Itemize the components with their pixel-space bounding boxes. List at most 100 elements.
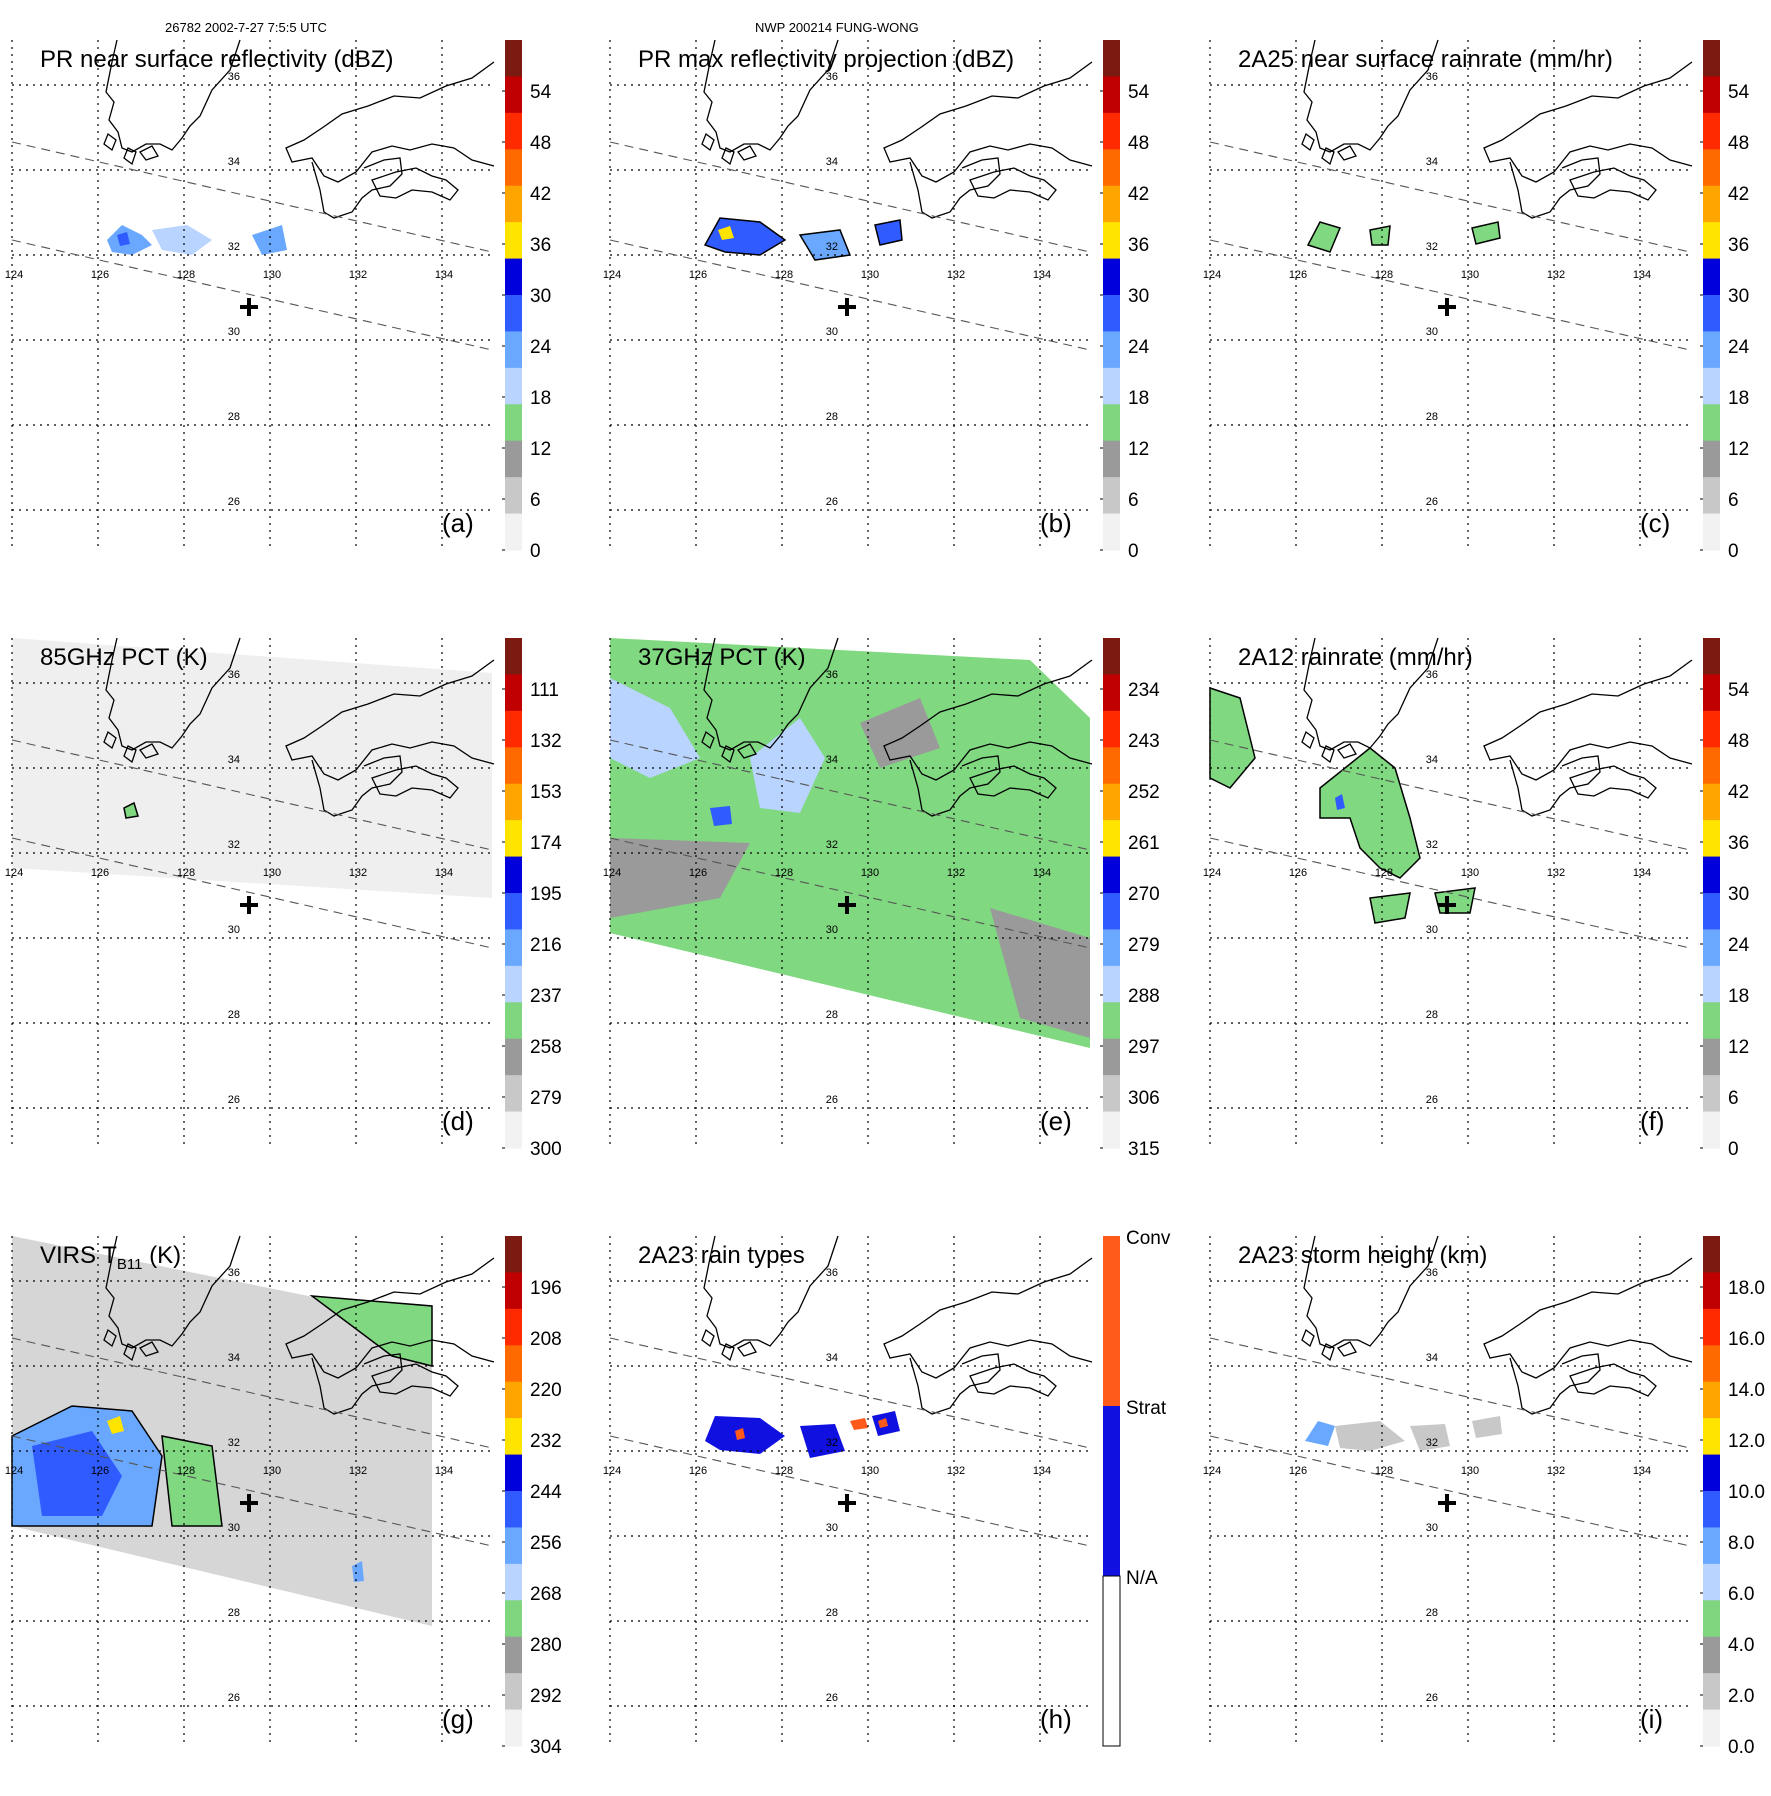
colorbar-step [1703,185,1720,223]
colorbar-step [1703,1002,1720,1040]
colorbar-step [505,1673,522,1711]
colorbar-step [1703,1111,1720,1149]
colorbar-step [505,674,522,712]
swath-edge-south [11,1435,493,1547]
colorbar-step [1703,440,1720,478]
colorbar-step [1703,1673,1720,1711]
island [701,132,715,152]
colorbar-label: 6 [1128,490,1139,511]
colorbar-step [505,404,522,442]
colorbar-step [1703,893,1720,930]
panel-title: 85GHz PCT (K) [40,644,208,672]
rain-area [1369,892,1411,924]
rain-area [1434,887,1476,914]
storm-center-cross-icon [240,1494,258,1512]
colorbar-step [505,820,522,858]
rain-area [878,1418,888,1428]
panel-i: 124 126 128 130 132 134 36 34 32 30 28 26 18.0 16.0 14… [1203,1235,1770,1796]
rain-area [1319,747,1421,879]
panel-title: 2A12 rainrate (mm/hr) [1238,644,1473,672]
kyushu-coast [909,755,1001,817]
colorbar-label: 292 [530,1686,562,1707]
lat-label: 32 [228,1437,240,1449]
colorbar-step [1703,1381,1720,1419]
rain-area [1209,686,1256,789]
colorbar-label: 16.0 [1728,1329,1765,1350]
colorbar-step [1703,1345,1720,1383]
island [1321,745,1335,764]
lat-label: 26 [1426,1692,1438,1704]
colorbar-step [505,1527,522,1565]
panel-letter: (i) [1640,1704,1664,1734]
kyushu-coast [1509,157,1601,219]
panel-a: 124 126 128 130 132 134 36 34 32 30 28 26 54 48 42 36 30… [5,39,572,600]
colorbar-label: 220 [530,1380,562,1401]
colorbar-step [505,295,522,332]
lat-label: 34 [1426,156,1438,168]
colorbar-label: 54 [1128,82,1150,103]
map-b: 124 126 128 130 132 1343634323028265448423630… [603,39,1150,562]
colorbar-step [505,1345,522,1383]
lat-label: 30 [1426,1522,1438,1534]
rain-area [1472,1416,1502,1438]
swath-edge-south [1209,239,1691,351]
lon-label: 134 [1033,867,1051,879]
lat-label: 36 [228,669,240,681]
colorbar-label: 244 [530,1482,562,1503]
colorbar-label: 153 [530,782,562,803]
coastline [103,637,495,817]
rain-area [874,219,903,246]
kyushu-coast [311,157,403,219]
colorbar-step [1103,477,1120,515]
panel-title: 2A25 near surface rainrate (mm/hr) [1238,46,1613,74]
lon-label: 128 [1375,269,1393,281]
lon-label: 132 [1547,269,1565,281]
colorbar-step [1703,40,1720,77]
colorbar-step [1103,258,1120,296]
colorbar-step [505,1236,522,1273]
lon-label: 126 [91,867,109,879]
colorbar-step [1103,112,1120,150]
colorbar-label: 6.0 [1728,1584,1754,1605]
colorbar-label: 36 [1728,235,1749,256]
panel-title: VIRS TB11 (K) [40,1242,181,1273]
coastline [1301,39,1693,219]
colorbar-label: 280 [530,1635,562,1656]
colorbar: 196 208 220 232 244 256 268 280 292 304 [502,1236,562,1758]
colorbar-label: 48 [530,133,551,154]
lon-label: 130 [1461,1465,1479,1477]
rain-area [32,1431,122,1516]
colorbar-step [1703,710,1720,748]
lon-label: 134 [1633,1465,1651,1477]
lat-label: 32 [1426,1437,1438,1449]
colorbar-step [1103,513,1120,551]
island [737,145,757,161]
lon-label: 124 [603,269,621,281]
swath-edges [1209,1337,1691,1547]
rain-area [123,801,139,819]
colorbar-label: 216 [530,935,562,956]
colorbar-label: 30 [1128,286,1149,307]
colorbar-label: 6 [1728,1088,1739,1109]
map-i: 124 126 128 130 132 134 36 34 32 30 28 26 18.0 16.0 14… [1203,1235,1765,1758]
colorbar-step [1703,820,1720,858]
colorbar-label: 42 [1728,782,1749,803]
lat-label: 32 [1426,839,1438,851]
colorbar-step [1703,1418,1720,1456]
colorbar-step [505,929,522,967]
colorbar-step [1103,1038,1120,1076]
lat-label: 34 [228,156,240,168]
panel-f: 124 126 128 130 132 134 36 34 32 30 28 26 54 48 42 36 30… [1203,637,1770,1198]
lon-label: 134 [435,867,453,879]
island [103,1328,117,1348]
colorbar-label: 4.0 [1728,1635,1754,1656]
colorbar-step [505,1454,522,1492]
rain-area [1335,794,1345,810]
island [103,132,117,152]
colorbar-label: 174 [530,833,562,854]
colorbar-step [505,222,522,260]
island [1321,1343,1335,1362]
colorbar-step [505,1418,522,1456]
colorbar-step [505,112,522,150]
island [123,1343,137,1362]
